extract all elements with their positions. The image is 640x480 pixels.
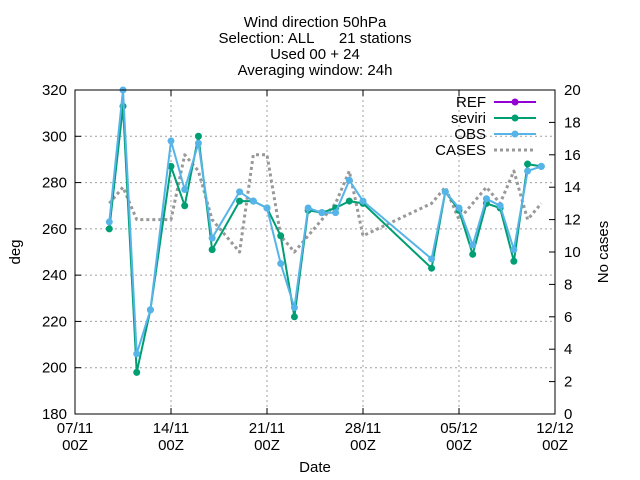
y2-tick-label: 8 xyxy=(564,276,572,293)
y-tick-label: 220 xyxy=(42,313,67,330)
x-tick-label: 05/12 xyxy=(440,420,478,437)
data-point-seviri xyxy=(277,232,285,240)
legend-marker-obs xyxy=(511,130,519,138)
data-point-obs xyxy=(537,162,545,170)
data-point-obs xyxy=(359,197,367,205)
x-axis-label: Date xyxy=(299,459,331,476)
data-point-obs xyxy=(236,188,244,196)
y-tick-label: 320 xyxy=(42,82,67,99)
data-point-obs xyxy=(304,204,312,212)
data-point-obs xyxy=(133,350,141,358)
y-axis-label: deg xyxy=(7,239,24,264)
data-point-obs xyxy=(249,197,257,205)
chart-title-line: Wind direction 50hPa xyxy=(244,14,387,31)
y2-tick-label: 10 xyxy=(564,244,581,261)
data-point-obs xyxy=(290,304,298,312)
x-tick-label: 00Z xyxy=(62,437,88,454)
x-tick-label: 00Z xyxy=(254,437,280,454)
x-tick-label: 28/11 xyxy=(345,420,381,437)
data-point-obs xyxy=(194,139,202,147)
legend-label-seviri: seviri xyxy=(451,110,486,127)
data-point-seviri xyxy=(510,257,518,265)
y-tick-label: 200 xyxy=(42,360,67,377)
y-tick-label: 180 xyxy=(42,406,67,423)
y2-tick-label: 18 xyxy=(564,114,581,131)
data-point-seviri xyxy=(194,132,202,140)
data-point-seviri xyxy=(208,246,216,254)
x-tick-label: 00Z xyxy=(446,437,472,454)
legend-label-cases: CASES xyxy=(435,142,486,159)
data-point-obs xyxy=(524,167,532,175)
x-tick-label: 12/12 xyxy=(536,420,574,437)
y-tick-label: 280 xyxy=(42,175,67,192)
data-point-seviri xyxy=(345,197,353,205)
x-tick-label: 21/11 xyxy=(249,420,285,437)
data-point-seviri xyxy=(236,197,244,205)
y2-tick-label: 0 xyxy=(564,406,572,423)
x-tick-label: 07/11 xyxy=(57,420,93,437)
data-point-obs xyxy=(167,137,175,145)
data-point-obs xyxy=(496,202,504,210)
legend-marker-ref xyxy=(511,98,519,106)
data-point-seviri xyxy=(428,264,436,272)
series-obs xyxy=(105,86,545,358)
y-tick-label: 260 xyxy=(42,221,67,238)
data-point-obs xyxy=(146,306,154,314)
y-tick-label: 300 xyxy=(42,128,67,145)
chart-title-line: Selection: ALL 21 stations xyxy=(219,30,412,47)
data-point-obs xyxy=(441,188,449,196)
data-point-obs xyxy=(181,186,189,194)
x-tick-label: 14/11 xyxy=(153,420,189,437)
data-point-seviri xyxy=(469,250,477,258)
data-point-obs xyxy=(482,195,490,203)
data-point-obs xyxy=(318,209,326,217)
data-point-obs xyxy=(332,209,340,217)
x-tick-label: 00Z xyxy=(158,437,184,454)
y2-tick-label: 4 xyxy=(564,341,572,358)
data-point-obs xyxy=(510,246,518,254)
y2-tick-label: 20 xyxy=(564,82,581,99)
data-point-seviri xyxy=(290,313,298,321)
data-point-seviri xyxy=(133,368,141,376)
y2-tick-label: 14 xyxy=(564,179,581,196)
y-tick-label: 240 xyxy=(42,267,67,284)
chart-title-line: Used 00 + 24 xyxy=(270,46,360,63)
chart-title-line: Averaging window: 24h xyxy=(238,62,393,79)
data-point-obs xyxy=(455,204,463,212)
data-point-obs xyxy=(263,204,271,212)
x-tick-label: 00Z xyxy=(542,437,568,454)
legend-marker-seviri xyxy=(511,114,519,122)
x-tick-label: 00Z xyxy=(350,437,376,454)
data-point-obs xyxy=(469,241,477,249)
data-point-obs xyxy=(345,176,353,184)
y2-tick-label: 2 xyxy=(564,374,572,391)
data-point-seviri xyxy=(181,202,189,210)
legend-label-obs: OBS xyxy=(454,126,486,143)
y2-axis-label: No cases xyxy=(595,221,612,284)
data-point-seviri xyxy=(524,160,532,168)
data-point-obs xyxy=(208,234,216,242)
data-point-obs xyxy=(105,218,113,226)
y2-tick-label: 16 xyxy=(564,147,581,164)
data-point-obs xyxy=(277,260,285,268)
data-point-seviri xyxy=(167,162,175,170)
legend-label-ref: REF xyxy=(456,94,486,111)
data-point-seviri xyxy=(105,225,113,233)
axes: 07/1100Z14/1100Z21/1100Z28/1100Z05/1200Z… xyxy=(7,82,612,476)
data-point-obs xyxy=(428,255,436,263)
y2-tick-label: 6 xyxy=(564,309,572,326)
y2-tick-label: 12 xyxy=(564,212,581,229)
